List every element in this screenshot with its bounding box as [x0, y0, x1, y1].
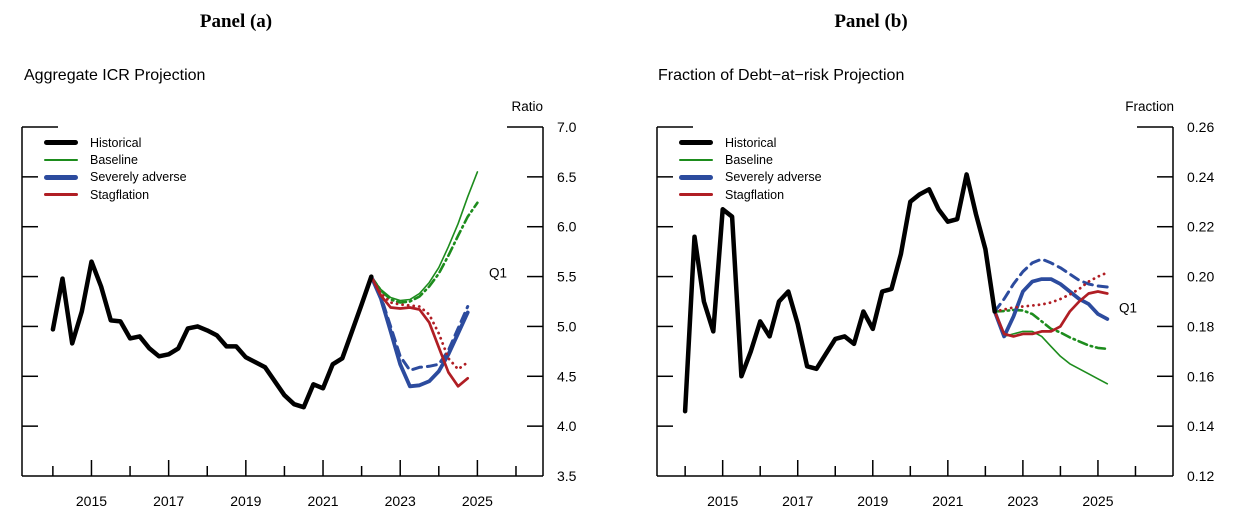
series-stagflation-dotted [993, 271, 1109, 313]
series-historical [50, 259, 374, 410]
y-tick-label: 0.12 [1187, 468, 1214, 484]
x-tick-label: 2023 [1007, 493, 1038, 509]
chart-a-title: Aggregate ICR Projection [24, 67, 206, 84]
x-tick-label: 2019 [230, 493, 261, 509]
legend-panel-b: Historical Baseline Severely adverse Sta… [679, 134, 822, 204]
x-tick-label: 2021 [932, 493, 963, 509]
x-tick-label: 2017 [782, 493, 813, 509]
y-tick-label: 3.5 [557, 468, 577, 484]
series-baseline [370, 171, 479, 302]
series-stagflation [993, 290, 1109, 338]
legend-item-historical: Historical [44, 134, 187, 151]
y-tick-label: 0.22 [1187, 219, 1214, 235]
legend-label-historical: Historical [90, 135, 142, 150]
x-tick-label: 2021 [307, 493, 338, 509]
legend-item-stagflation: Stagflation [44, 186, 187, 203]
legend-label-severely-adverse: Severely adverse [725, 170, 822, 185]
legend-label-stagflation: Stagflation [725, 187, 785, 202]
panel-b-title: Panel (b) [834, 11, 908, 32]
legend-label-baseline: Baseline [90, 153, 138, 168]
y-tick-label: 7.0 [557, 119, 577, 135]
q1-annotation: Q1 [1119, 300, 1137, 315]
series-stagflation-dotted [369, 275, 470, 371]
legend-label-severely-adverse: Severely adverse [90, 170, 187, 185]
x-tick-label: 2025 [462, 493, 493, 509]
series-severely-adverse-dashed [369, 275, 470, 372]
baseline-line-sample [679, 159, 713, 162]
series-baseline-dash-dot [369, 201, 479, 304]
legend-item-severely-adverse: Severely adverse [44, 169, 187, 186]
stagflation-line-sample [679, 193, 713, 197]
series-baseline [993, 310, 1109, 385]
y-tick-label: 0.24 [1187, 169, 1214, 185]
x-tick-label: 2023 [385, 493, 416, 509]
legend-item-severely-adverse: Severely adverse [679, 169, 822, 186]
legend-label-stagflation: Stagflation [90, 187, 150, 202]
legend-item-baseline: Baseline [44, 151, 187, 168]
legend-label-historical: Historical [725, 135, 777, 150]
historical-line-sample [44, 140, 78, 146]
x-tick-label: 2019 [857, 493, 888, 509]
series-severely-adverse-dashed [993, 257, 1109, 313]
y-axis-unit-label-ratio: Ratio [511, 99, 543, 114]
x-tick-label: 2015 [707, 493, 738, 509]
series-baseline-dash-dot [993, 308, 1109, 351]
x-tick-label: 2017 [153, 493, 184, 509]
y-tick-label: 0.26 [1187, 119, 1214, 135]
legend-item-stagflation: Stagflation [679, 186, 822, 203]
q1-annotation: Q1 [489, 266, 507, 281]
panel-a-title: Panel (a) [199, 11, 273, 32]
stagflation-line-sample [44, 193, 78, 197]
y-tick-label: 6.0 [557, 219, 577, 235]
x-tick-label: 2025 [1082, 493, 1113, 509]
baseline-line-sample [44, 159, 78, 162]
y-tick-label: 0.20 [1187, 269, 1214, 285]
series-severely-adverse [992, 277, 1110, 339]
y-axis-unit-label-fraction: Fraction [1125, 99, 1174, 114]
legend-panel-a: Historical Baseline Severely adverse Sta… [44, 134, 187, 204]
y-tick-label: 0.16 [1187, 368, 1214, 384]
x-tick-label: 2015 [76, 493, 107, 509]
chart-b-title: Fraction of Debt−at−risk Projection [658, 67, 905, 84]
y-tick-label: 0.14 [1187, 418, 1214, 434]
legend-item-baseline: Baseline [679, 151, 822, 168]
series-severely-adverse [369, 274, 470, 389]
severely-adverse-line-sample [679, 175, 713, 180]
y-tick-label: 6.5 [557, 169, 577, 185]
panel-a-plot: 3.5 4.0 4.5 5.0 5.5 6.0 6.5 7.0 2015 2017 2019 2021… [21, 119, 577, 509]
panel-b-plot: 0.12 0.14 0.16 0.18 0.20 0.22 0.24 0.26 2015 2017… [656, 119, 1214, 509]
legend-label-baseline: Baseline [725, 153, 773, 168]
series-stagflation [369, 275, 470, 388]
historical-line-sample [679, 140, 713, 146]
legend-item-historical: Historical [679, 134, 822, 151]
y-tick-label: 5.0 [557, 318, 577, 334]
y-tick-label: 0.18 [1187, 318, 1214, 334]
y-tick-label: 4.5 [557, 368, 577, 384]
series-historical [682, 172, 997, 414]
y-tick-label: 4.0 [557, 418, 577, 434]
severely-adverse-line-sample [44, 175, 78, 180]
y-tick-label: 5.5 [557, 269, 577, 285]
